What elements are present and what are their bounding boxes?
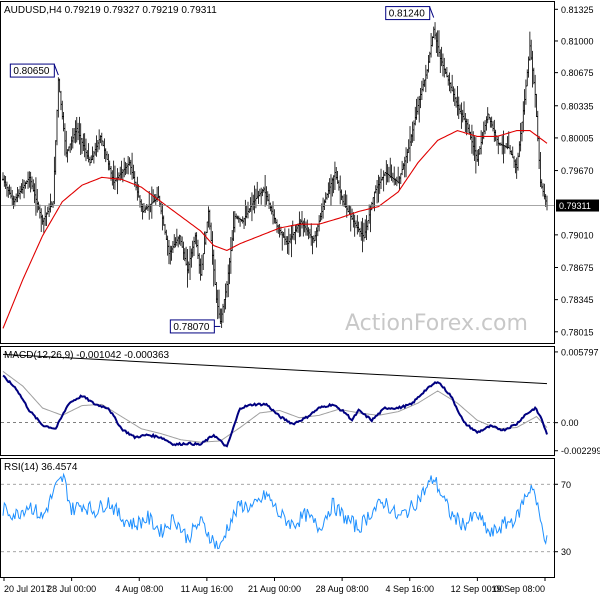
price-tick-label: 0.80005 bbox=[561, 133, 594, 143]
annotation-box bbox=[9, 63, 55, 78]
watermark: ActionForex.com bbox=[345, 311, 528, 336]
macd-tick-label: -0.002299 bbox=[561, 446, 600, 456]
rsi-label: RSI(14) 36.4574 bbox=[4, 462, 78, 473]
price-tick-label: 0.79670 bbox=[561, 166, 594, 176]
price-tick-label: 0.81000 bbox=[561, 36, 594, 46]
price-axis: 0.81325 0.81000 0.80675 0.80335 0.80005 0.796… bbox=[554, 5, 594, 337]
rsi-panel bbox=[0, 458, 555, 578]
x-tick-label: 4 Sep 16:00 bbox=[385, 584, 434, 594]
rsi-series-line bbox=[2, 472, 548, 550]
price-panel bbox=[0, 1, 555, 344]
annotation-label: 0.81240 bbox=[389, 9, 426, 20]
x-tick-label: 28 Aug 08:00 bbox=[316, 584, 369, 594]
price-bars bbox=[2, 22, 548, 329]
annotation-label: 0.78070 bbox=[173, 322, 210, 333]
price-tick-label: 0.80335 bbox=[561, 101, 594, 111]
price-tick-label: 0.80675 bbox=[561, 68, 594, 78]
price-tick-label: 0.78675 bbox=[561, 263, 594, 273]
rsi-tick-label: 30 bbox=[561, 547, 571, 557]
macd-tick-label: 0.00 bbox=[561, 418, 579, 428]
price-tick-label: 0.79010 bbox=[561, 230, 594, 240]
moving-average-line bbox=[2, 130, 548, 329]
rsi-axis: 70 30 bbox=[554, 480, 571, 557]
macd-panel bbox=[0, 346, 555, 456]
macd-label: MACD(12,26,9) -0.001042 -0.000363 bbox=[4, 350, 170, 361]
price-annotation: 0.80650 bbox=[9, 63, 59, 78]
annotation-label: 0.80650 bbox=[13, 66, 50, 77]
x-tick-label: 19 Sep 08:00 bbox=[491, 584, 545, 594]
rsi-tick-label: 70 bbox=[561, 480, 571, 490]
price-annotation: 0.81240 bbox=[385, 6, 435, 21]
macd-axis: 0.005797 0.00 -0.002299 bbox=[554, 347, 600, 456]
macd-trendline bbox=[2, 353, 548, 385]
annotation-leader bbox=[429, 6, 435, 18]
macd-lines bbox=[1, 353, 554, 448]
chart-title: AUDUSD,H4 0.79219 0.79327 0.79219 0.7931… bbox=[4, 5, 217, 16]
current-price-label: 0.79311 bbox=[559, 201, 591, 211]
annotation-box bbox=[385, 6, 431, 21]
macd-tick-label: 0.005797 bbox=[561, 347, 599, 357]
annotation-leader bbox=[53, 64, 59, 76]
x-tick-label: 21 Aug 00:00 bbox=[248, 584, 301, 594]
rsi-line bbox=[1, 472, 554, 553]
price-annotation: 0.78070 bbox=[169, 319, 221, 334]
x-tick-label: 20 Jul 2017 bbox=[4, 584, 51, 594]
x-tick-label: 28 Jul 00:00 bbox=[47, 584, 96, 594]
x-tick-label: 12 Sep 00:00 bbox=[451, 584, 505, 594]
price-tick-label: 0.78015 bbox=[561, 327, 594, 337]
price-tick-label: 0.78345 bbox=[561, 295, 594, 305]
macd-main-line bbox=[2, 374, 548, 448]
price-annotations: 0.80650 0.78070 0.81240 bbox=[9, 6, 435, 334]
x-tick-label: 4 Aug 08:00 bbox=[115, 584, 163, 594]
x-tick-label: 11 Aug 16:00 bbox=[181, 584, 233, 594]
price-tick-label: 0.81325 bbox=[561, 5, 594, 15]
price-moving-average bbox=[2, 130, 548, 329]
current-price-box bbox=[556, 199, 599, 212]
current-price-line: 0.79311 bbox=[1, 199, 599, 212]
